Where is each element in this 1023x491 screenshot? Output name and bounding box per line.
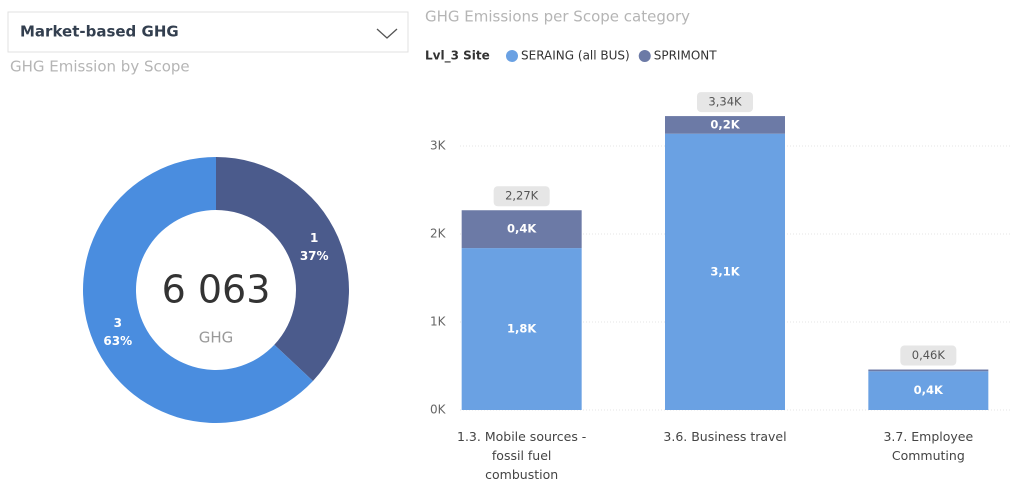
bar-segment-label: 0,4K — [914, 383, 944, 397]
total-label: 2,27K — [505, 189, 539, 203]
y-tick-label: 2K — [430, 227, 447, 241]
bar-segment — [461, 248, 582, 410]
dropdown-chevron[interactable] — [376, 28, 398, 39]
bar-segment — [868, 369, 989, 372]
bar-segment — [665, 133, 785, 410]
legend-marker — [638, 50, 651, 62]
slice-category: 3 — [114, 316, 122, 330]
y-tick-label: 3K — [430, 139, 447, 153]
x-tick-label: 3.7. Employee Commuting — [883, 429, 974, 463]
bar-segment — [868, 371, 989, 410]
y-tick-label: 0K — [430, 403, 447, 417]
donut-slice — [82, 157, 313, 423]
legend-marker — [506, 50, 518, 62]
donut-title: GHG Emission by Scope — [10, 58, 190, 76]
x-tick-label: 1.3. Mobile sources - fossil fuel combus… — [457, 429, 587, 482]
bar-segment — [461, 210, 582, 249]
bar-segment-label: 1,8K — [507, 322, 537, 336]
slice-label: 37% — [300, 249, 329, 263]
bar-segment — [665, 116, 785, 134]
donut-total: 6 063 — [162, 268, 271, 312]
bar-title: GHG Emissions per Scope category — [425, 8, 690, 26]
donut-center-label: GHG — [199, 329, 234, 347]
slice-category: 1 — [310, 231, 318, 245]
legend-label: SERAING (all BUS) — [521, 49, 630, 63]
legend-title: Lvl_3 Site — [425, 49, 490, 64]
y-tick-label: 1K — [430, 315, 447, 329]
bar-segment-label: 0,4K — [507, 222, 537, 236]
dropdown[interactable] — [7, 11, 409, 53]
bar-segment-label: 0,2K — [710, 117, 740, 131]
bar-segment-label: 3,1K — [710, 264, 740, 278]
total-pill — [493, 186, 550, 207]
slice-label: 63% — [103, 334, 132, 348]
total-label: 3,34K — [708, 95, 742, 109]
legend-label: SPRIMONT — [654, 49, 718, 63]
x-tick-label: 3.6. Business travel — [663, 429, 787, 444]
total-pill — [697, 92, 753, 113]
total-label: 0,46K — [912, 348, 946, 362]
donut-slice — [216, 157, 349, 382]
dropdown-value[interactable]: Market-based GHG — [20, 23, 179, 41]
total-pill — [900, 345, 957, 366]
